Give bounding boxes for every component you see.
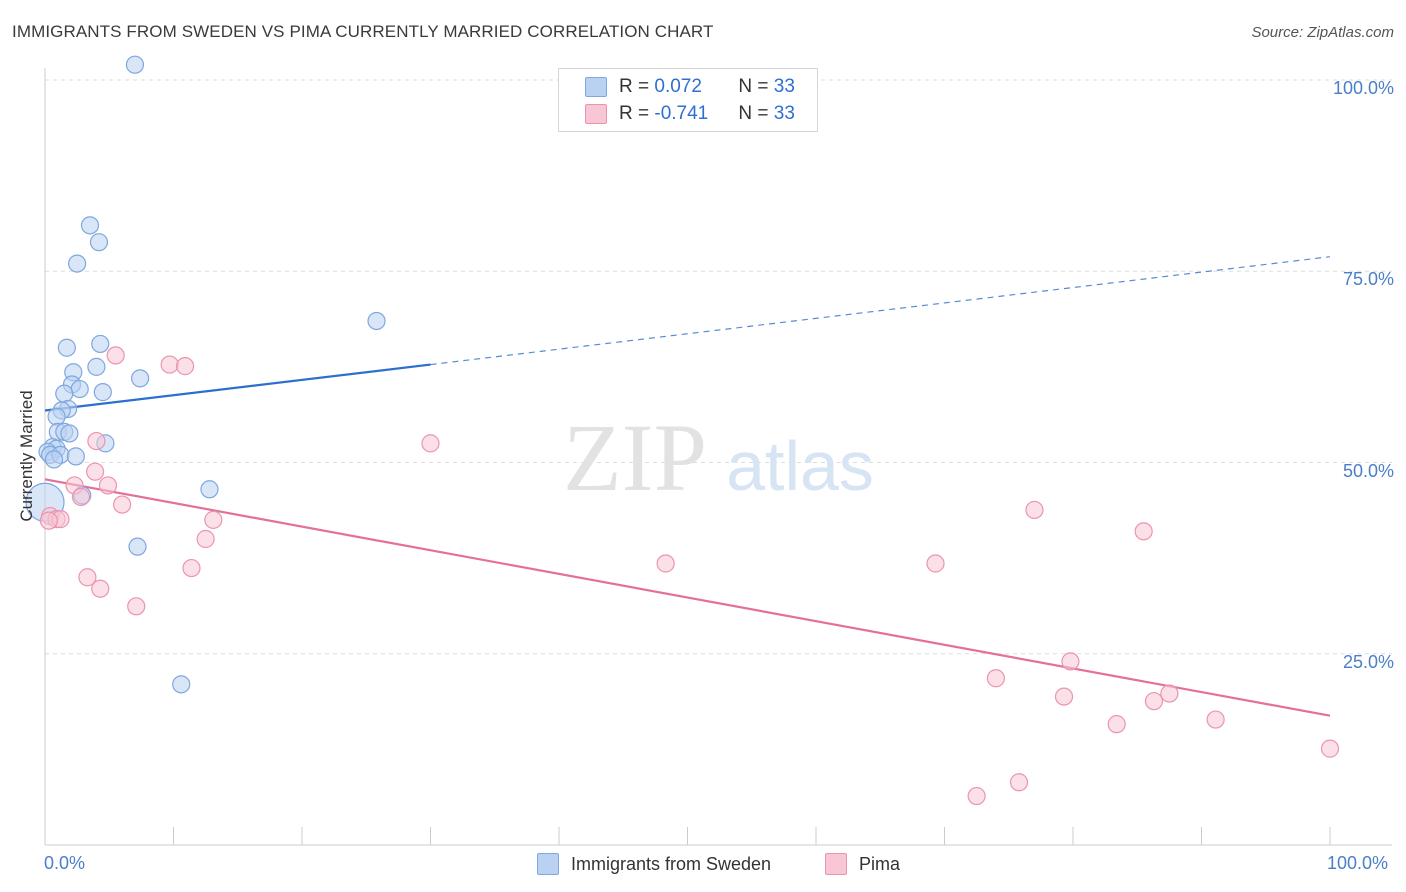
data-point-pima bbox=[87, 431, 106, 451]
y-tick-label: 50.0% bbox=[1342, 460, 1394, 481]
data-point-sweden bbox=[80, 216, 100, 235]
data-point-pima bbox=[1009, 773, 1029, 792]
legend-row-sweden: R = 0.072 N = 33 bbox=[585, 75, 795, 99]
data-point-pima bbox=[71, 487, 91, 507]
data-point-pima bbox=[1134, 522, 1153, 541]
data-point-pima bbox=[204, 510, 223, 529]
legend-swatch-blue bbox=[585, 77, 607, 97]
watermark-atlas: atlas bbox=[726, 427, 874, 505]
data-point-pima bbox=[1054, 687, 1074, 706]
data-point-pima bbox=[967, 786, 986, 806]
data-point-pima bbox=[926, 554, 945, 573]
legend-n-value: 33 bbox=[773, 76, 795, 97]
data-point-pima bbox=[39, 511, 58, 530]
data-point-pima bbox=[78, 568, 97, 587]
data-point-pima bbox=[1025, 500, 1044, 520]
data-point-sweden bbox=[367, 311, 386, 331]
x-tick-label-max: 100.0% bbox=[1327, 853, 1389, 873]
data-point-pima bbox=[86, 462, 105, 481]
legend-row-pima: R = -0.741 N = 33 bbox=[585, 102, 795, 126]
axes bbox=[44, 68, 1392, 846]
data-point-sweden bbox=[125, 55, 145, 74]
data-point-pima bbox=[106, 346, 125, 365]
data-point-sweden bbox=[66, 447, 85, 466]
chart-title: IMMIGRANTS FROM SWEDEN VS PIMA CURRENTLY… bbox=[12, 22, 714, 41]
data-point-sweden bbox=[70, 379, 89, 399]
data-point-pima bbox=[656, 554, 675, 573]
watermark-zip: ZIP bbox=[563, 404, 707, 511]
legend-n-value: 33 bbox=[773, 103, 795, 124]
data-point-pima bbox=[1107, 715, 1126, 734]
bottom-legend-label: Pima bbox=[859, 853, 901, 874]
watermark: ZIP atlas bbox=[563, 404, 874, 511]
data-point-pima bbox=[112, 495, 132, 514]
data-point-pima bbox=[127, 597, 146, 616]
data-point-pima bbox=[91, 579, 110, 598]
correlation-legend: R = 0.072 N = 33 R = -0.741 N = 33 bbox=[558, 68, 818, 132]
data-point-pima bbox=[1206, 710, 1225, 729]
y-tick-label: 100.0% bbox=[1332, 78, 1394, 98]
x-tick-label-min: 0.0% bbox=[44, 853, 86, 873]
data-point-pima bbox=[1144, 692, 1164, 711]
data-point-sweden bbox=[128, 537, 147, 556]
data-point-pima bbox=[1320, 739, 1340, 758]
trendlines bbox=[44, 256, 1331, 717]
data-point-sweden bbox=[130, 369, 150, 388]
data-point-pima bbox=[160, 355, 179, 374]
legend-swatch-pink bbox=[585, 104, 607, 124]
data-point-pima bbox=[175, 357, 195, 376]
data-point-pima bbox=[986, 669, 1006, 688]
data-point-sweden bbox=[57, 338, 76, 357]
data-point-sweden bbox=[47, 407, 66, 426]
bottom-legend-label: Immigrants from Sweden bbox=[571, 853, 772, 874]
data-point-sweden bbox=[87, 357, 106, 376]
trendline-pima bbox=[44, 478, 1331, 717]
trendline-sweden-solid bbox=[44, 363, 431, 412]
data-point-pima bbox=[1160, 684, 1179, 703]
series-pima bbox=[39, 346, 1340, 806]
y-tick-label: 75.0% bbox=[1342, 269, 1394, 290]
data-point-sweden bbox=[200, 480, 219, 499]
data-point-pima bbox=[98, 476, 118, 495]
series-immigrants-from-sweden bbox=[25, 55, 386, 694]
data-point-pima bbox=[1061, 652, 1080, 671]
data-point-pima bbox=[182, 558, 201, 578]
bottom-legend-sweden: Immigrants from Sweden bbox=[537, 852, 771, 876]
legend-r-value: 0.072 bbox=[654, 76, 702, 97]
gridlines bbox=[45, 79, 1392, 655]
legend-n-label: N = bbox=[738, 103, 774, 124]
data-point-sweden bbox=[55, 384, 74, 403]
data-point-sweden bbox=[172, 675, 191, 694]
data-point-sweden bbox=[91, 334, 110, 354]
data-point-sweden bbox=[93, 383, 112, 402]
trendline-sweden-dashed bbox=[430, 256, 1331, 366]
legend-n-label: N = bbox=[738, 76, 774, 97]
bottom-legend-swatch-blue bbox=[537, 853, 559, 875]
data-point-sweden bbox=[60, 424, 79, 443]
legend-r-value: -0.741 bbox=[654, 103, 709, 124]
data-point-sweden bbox=[44, 450, 64, 469]
y-tick-label: 25.0% bbox=[1342, 651, 1394, 672]
data-point-pima bbox=[196, 529, 215, 549]
bottom-legend-swatch-pink bbox=[825, 853, 847, 875]
bottom-legend-pima: Pima bbox=[825, 852, 900, 876]
legend-r-label: R = bbox=[619, 76, 655, 97]
source-label: Source: ZipAtlas.com bbox=[1251, 24, 1394, 41]
data-point-sweden bbox=[89, 233, 109, 252]
data-point-sweden bbox=[68, 254, 87, 273]
data-point-pima bbox=[421, 434, 440, 453]
y-axis-title: Currently Married bbox=[17, 390, 36, 522]
legend-r-label: R = bbox=[619, 103, 655, 124]
